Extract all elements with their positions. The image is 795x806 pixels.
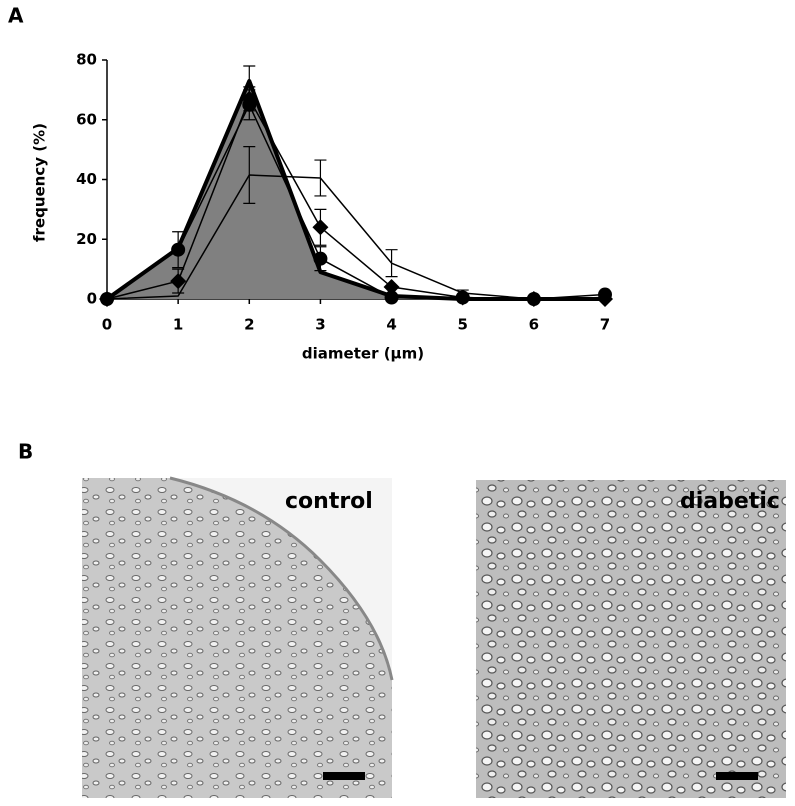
marker: [455, 290, 470, 305]
x-tick-label: 2: [244, 316, 254, 334]
x-tick-label: 7: [600, 316, 610, 334]
marker: [384, 290, 399, 305]
marker: [383, 279, 400, 296]
y-tick-label: 0: [87, 290, 97, 308]
marker: [171, 242, 186, 257]
x-tick-label: 3: [315, 316, 325, 334]
series-line: [106, 104, 606, 300]
error-bar: [243, 146, 256, 204]
x-axis-label: diameter (µm): [302, 345, 424, 363]
marker: [598, 287, 612, 302]
x-tick-label: 5: [457, 316, 467, 334]
y-tick-label: 80: [76, 51, 97, 69]
chart: 0 20 40 60 80 0 1 2 3 4 5 6 7 diameter (µm) frequency …: [31, 51, 613, 363]
micrograph: control: [82, 476, 394, 798]
y-tick-label: 20: [76, 230, 97, 248]
panel-label: B: [18, 440, 33, 464]
marker: [526, 292, 541, 306]
area: [107, 80, 605, 299]
tissue-edge: [170, 478, 392, 680]
micrograph: diabetic: [476, 480, 786, 798]
marker: [312, 219, 329, 236]
scale-bar: [323, 772, 365, 780]
y-axis-label: frequency (%): [31, 123, 49, 242]
panel-label: A: [8, 4, 24, 28]
image-label: control: [285, 489, 373, 514]
x-tick-label: 6: [529, 316, 539, 334]
x-tick-label: 1: [173, 316, 183, 334]
x-tick-label: 0: [102, 316, 112, 334]
error-bar: [314, 159, 327, 197]
y-tick-label: 40: [76, 170, 97, 188]
marker: [100, 292, 114, 306]
marker: [242, 97, 257, 112]
y-tick-label: 60: [76, 110, 97, 128]
error-bar: [385, 249, 398, 278]
marker: [170, 273, 187, 290]
scale-bar: [716, 772, 758, 780]
image-label: diabetic: [680, 489, 780, 514]
marker: [313, 251, 328, 266]
x-tick-label: 4: [386, 316, 396, 334]
